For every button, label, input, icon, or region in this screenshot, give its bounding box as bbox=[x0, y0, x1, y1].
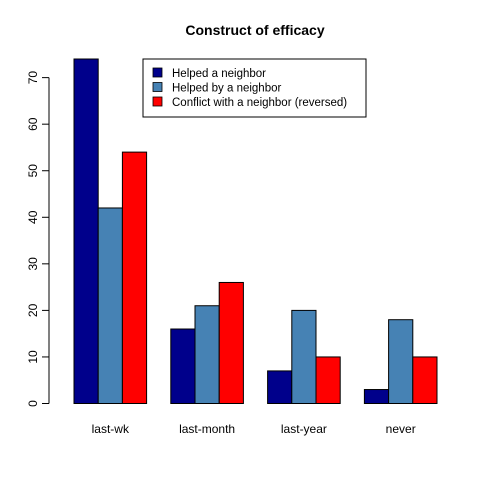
y-tick-label: 40 bbox=[26, 210, 40, 224]
y-axis: 0 10 20 30 40 50 60 70 bbox=[26, 71, 50, 407]
y-tick-label: 50 bbox=[26, 164, 40, 178]
x-tick-label: last-year bbox=[281, 422, 327, 436]
x-tick-label: never bbox=[386, 422, 416, 436]
y-tick-label: 30 bbox=[26, 257, 40, 271]
bar-never-series-1 bbox=[388, 319, 414, 404]
bar-never-series-2 bbox=[412, 356, 438, 405]
x-axis-labels: last-wk last-month last-year never bbox=[92, 422, 416, 436]
bar-last-wk-series-0 bbox=[73, 58, 99, 404]
bar-last-year-series-1 bbox=[291, 309, 317, 405]
bar-last-month-series-2 bbox=[218, 281, 244, 405]
bar-last-year-series-2 bbox=[315, 356, 341, 405]
y-tick-label: 60 bbox=[26, 117, 40, 131]
y-tick-label: 20 bbox=[26, 303, 40, 317]
bar-never-series-0 bbox=[363, 389, 390, 404]
legend-swatch bbox=[152, 67, 163, 78]
y-tick-label: 0 bbox=[26, 400, 40, 407]
bar-last-month-series-0 bbox=[170, 328, 196, 405]
legend-label: Helped a neighbor bbox=[172, 68, 266, 80]
bar-last-wk-series-2 bbox=[121, 151, 148, 404]
legend-swatch bbox=[152, 82, 163, 92]
y-tick-label: 70 bbox=[26, 71, 40, 85]
y-tick-label: 10 bbox=[26, 350, 40, 364]
legend-box bbox=[142, 58, 367, 118]
x-tick-label: last-month bbox=[179, 422, 235, 436]
legend: Helped a neighbor Helped by a neighbor Con… bbox=[142, 58, 367, 118]
x-tick-label: last-wk bbox=[92, 422, 130, 436]
chart-title: Construct of efficacy bbox=[185, 22, 324, 38]
bar-last-wk-series-1 bbox=[97, 207, 123, 404]
bar-last-year-series-0 bbox=[267, 370, 293, 405]
bars-group bbox=[73, 58, 438, 405]
legend-label: Conflict with a neighbor (reversed) bbox=[172, 97, 347, 109]
bar-last-month-series-1 bbox=[194, 305, 220, 404]
legend-label: Helped by a neighbor bbox=[172, 83, 281, 95]
legend-swatch bbox=[152, 96, 163, 107]
